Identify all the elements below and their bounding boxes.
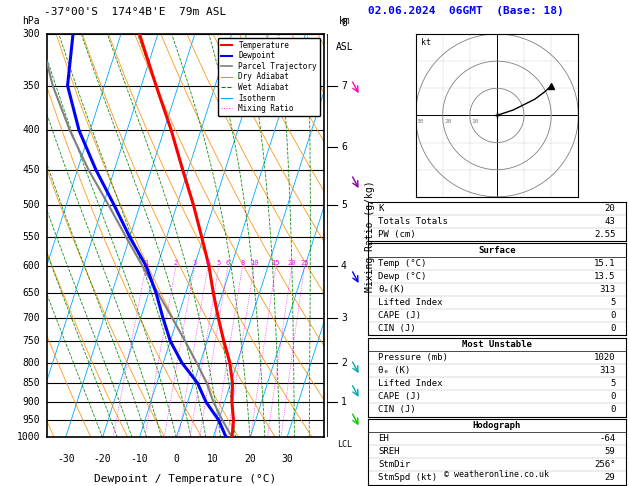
Text: 500: 500 (23, 200, 40, 210)
Text: 30: 30 (281, 453, 293, 464)
Text: 1000: 1000 (17, 433, 40, 442)
Text: 900: 900 (23, 397, 40, 407)
Text: -20: -20 (94, 453, 111, 464)
Text: 25: 25 (300, 260, 309, 266)
Text: 29: 29 (605, 473, 616, 483)
Text: 15: 15 (272, 260, 280, 266)
Text: Dewp (°C): Dewp (°C) (378, 272, 426, 281)
Text: 0: 0 (610, 405, 616, 415)
Text: StmSpd (kt): StmSpd (kt) (378, 473, 437, 483)
Text: 20: 20 (605, 204, 616, 213)
Text: 950: 950 (23, 415, 40, 425)
Text: -30: -30 (57, 453, 74, 464)
Text: 7: 7 (341, 81, 347, 91)
Text: 5: 5 (341, 200, 347, 210)
Text: 700: 700 (23, 313, 40, 323)
Text: kt: kt (421, 38, 431, 47)
Text: 6: 6 (226, 260, 230, 266)
Text: -10: -10 (131, 453, 148, 464)
Text: Totals Totals: Totals Totals (378, 217, 448, 226)
Text: 10: 10 (471, 120, 479, 124)
Text: 20: 20 (444, 120, 452, 124)
Text: Mixing Ratio (g/kg): Mixing Ratio (g/kg) (365, 180, 375, 292)
Text: 3: 3 (341, 313, 347, 323)
Text: 750: 750 (23, 336, 40, 346)
Text: 10: 10 (208, 453, 219, 464)
Text: StmDir: StmDir (378, 460, 411, 469)
Text: CAPE (J): CAPE (J) (378, 311, 421, 320)
Text: km: km (338, 16, 350, 26)
Text: Pressure (mb): Pressure (mb) (378, 353, 448, 362)
Text: 550: 550 (23, 232, 40, 242)
Text: CIN (J): CIN (J) (378, 405, 416, 415)
Text: -37°00'S  174°4B'E  79m ASL: -37°00'S 174°4B'E 79m ASL (44, 7, 226, 17)
Text: Lifted Index: Lifted Index (378, 379, 443, 388)
Text: 850: 850 (23, 378, 40, 388)
Text: 256°: 256° (594, 460, 616, 469)
Text: CIN (J): CIN (J) (378, 324, 416, 333)
Text: Lifted Index: Lifted Index (378, 298, 443, 307)
Text: 0: 0 (610, 311, 616, 320)
Text: 650: 650 (23, 288, 40, 298)
Text: 02.06.2024  06GMT  (Base: 18): 02.06.2024 06GMT (Base: 18) (368, 5, 564, 16)
Text: 2.55: 2.55 (594, 230, 616, 239)
Text: © weatheronline.co.uk: © weatheronline.co.uk (445, 469, 549, 479)
Text: 4: 4 (206, 260, 210, 266)
Text: 30: 30 (417, 120, 425, 124)
Text: 800: 800 (23, 358, 40, 367)
Text: 2: 2 (174, 260, 178, 266)
Text: -64: -64 (599, 434, 616, 443)
Text: 0: 0 (610, 392, 616, 401)
Text: 0: 0 (174, 453, 179, 464)
Text: 1: 1 (144, 260, 148, 266)
Text: Dewpoint / Temperature (°C): Dewpoint / Temperature (°C) (94, 474, 277, 484)
Text: 15.1: 15.1 (594, 259, 616, 268)
Text: 59: 59 (605, 447, 616, 456)
Text: hPa: hPa (22, 16, 40, 26)
Text: 5: 5 (217, 260, 221, 266)
Text: θₑ (K): θₑ (K) (378, 366, 411, 375)
Text: LCL: LCL (337, 440, 352, 449)
Text: 1: 1 (341, 397, 347, 407)
Text: 4: 4 (341, 261, 347, 271)
Text: θₑ(K): θₑ(K) (378, 285, 405, 294)
Text: Most Unstable: Most Unstable (462, 340, 532, 349)
Text: 300: 300 (23, 29, 40, 39)
Text: 8: 8 (341, 17, 347, 28)
Text: 400: 400 (23, 125, 40, 136)
Text: K: K (378, 204, 384, 213)
Text: Hodograph: Hodograph (473, 421, 521, 430)
Text: 5: 5 (610, 379, 616, 388)
Text: ASL: ASL (335, 42, 353, 52)
Text: CAPE (J): CAPE (J) (378, 392, 421, 401)
Text: 600: 600 (23, 261, 40, 271)
Text: 10: 10 (250, 260, 259, 266)
Text: 6: 6 (341, 142, 347, 152)
Text: SREH: SREH (378, 447, 400, 456)
Text: 450: 450 (23, 165, 40, 175)
Text: 313: 313 (599, 285, 616, 294)
Text: EH: EH (378, 434, 389, 443)
Text: 13.5: 13.5 (594, 272, 616, 281)
Text: 20: 20 (287, 260, 296, 266)
Text: 5: 5 (610, 298, 616, 307)
Text: PW (cm): PW (cm) (378, 230, 416, 239)
Text: 20: 20 (244, 453, 256, 464)
Text: 3: 3 (192, 260, 196, 266)
Text: 8: 8 (240, 260, 245, 266)
Text: 313: 313 (599, 366, 616, 375)
Text: 1020: 1020 (594, 353, 616, 362)
Text: 0: 0 (610, 324, 616, 333)
Text: 43: 43 (605, 217, 616, 226)
Text: 350: 350 (23, 81, 40, 91)
Text: Temp (°C): Temp (°C) (378, 259, 426, 268)
Text: Surface: Surface (478, 245, 516, 255)
Legend: Temperature, Dewpoint, Parcel Trajectory, Dry Adiabat, Wet Adiabat, Isotherm, Mi: Temperature, Dewpoint, Parcel Trajectory… (218, 38, 320, 116)
Text: 2: 2 (341, 358, 347, 367)
